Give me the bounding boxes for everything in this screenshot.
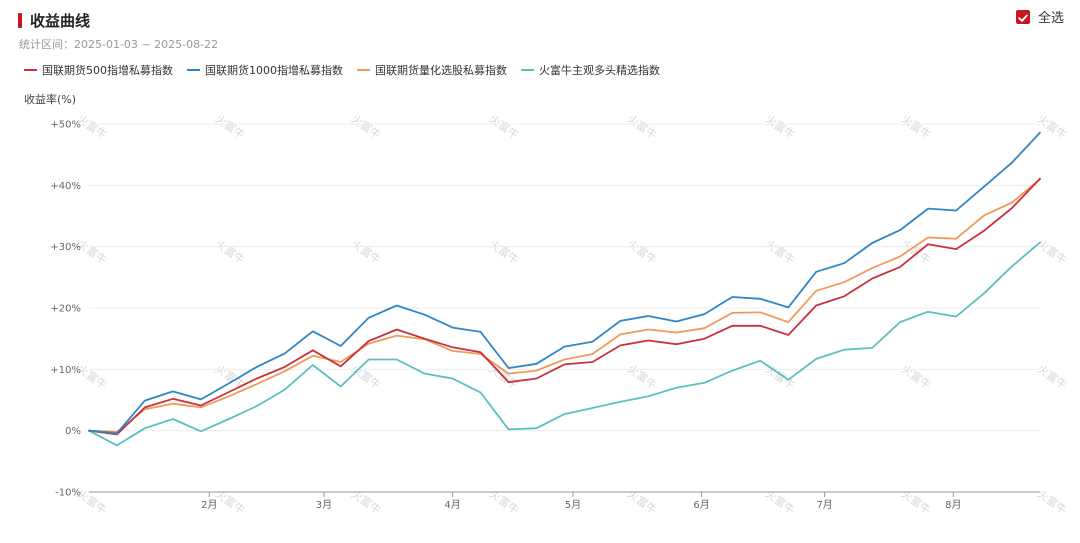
x-tick-label: 4月: [444, 499, 460, 511]
legend: 国联期货500指增私募指数 国联期货1000指增私募指数 国联期货量化选股私募指…: [24, 62, 674, 78]
x-tick-label: 7月: [816, 499, 832, 511]
watermark-text: 火富牛: [1035, 487, 1070, 517]
x-tick-label: 3月: [316, 499, 332, 511]
checkbox-checked-icon[interactable]: [1015, 9, 1030, 24]
legend-item-discretionary[interactable]: 火富牛主观多头精选指数: [521, 62, 660, 78]
watermark-text: 火富牛: [625, 487, 660, 517]
x-tick-label: 2月: [201, 499, 217, 511]
watermark-text: 火富牛: [899, 237, 934, 267]
legend-label: 国联期货500指增私募指数: [42, 64, 173, 77]
y-axis-label: 收益率(%): [24, 93, 77, 106]
watermark-text: 火富牛: [213, 362, 248, 392]
y-tick-label: +50%: [50, 120, 81, 131]
x-tick-label: 6月: [693, 499, 709, 511]
date-range: 统计区间：2025-01-03 ~ 2025-08-22: [19, 38, 219, 51]
series-line: [88, 177, 1041, 436]
watermark-text: 火富牛: [763, 112, 798, 142]
legend-item-quant[interactable]: 国联期货量化选股私募指数: [357, 62, 507, 78]
watermark-text: 火富牛: [899, 487, 934, 517]
legend-swatch: [357, 69, 370, 71]
watermark-text: 火富牛: [763, 237, 798, 267]
legend-swatch: [187, 69, 200, 71]
legend-item-1000[interactable]: 国联期货1000指增私募指数: [187, 62, 343, 78]
legend-swatch: [24, 69, 37, 71]
watermark-text: 火富牛: [487, 112, 522, 142]
legend-swatch: [521, 69, 534, 71]
y-tick-label: +20%: [50, 304, 81, 315]
watermark-text: 火富牛: [625, 112, 660, 142]
watermark-text: 火富牛: [349, 237, 384, 267]
watermark-text: 火富牛: [349, 487, 384, 517]
y-tick-label: -10%: [55, 488, 81, 499]
watermark-text: 火富牛: [349, 112, 384, 142]
series-line: [88, 131, 1041, 435]
chart-title: 收益曲线: [30, 12, 91, 30]
watermark-text: 火富牛: [1035, 362, 1070, 392]
x-tick-label: 8月: [945, 499, 961, 511]
y-tick-label: +30%: [50, 242, 81, 253]
select-all-toggle[interactable]: 全选: [1015, 7, 1064, 26]
legend-item-500[interactable]: 国联期货500指增私募指数: [24, 62, 173, 78]
watermark-text: 火富牛: [625, 237, 660, 267]
watermark-text: 火富牛: [899, 362, 934, 392]
y-tick-label: +10%: [50, 365, 81, 376]
select-all-label: 全选: [1037, 11, 1064, 26]
y-tick-label: 0%: [65, 426, 81, 437]
legend-label: 火富牛主观多头精选指数: [539, 64, 660, 77]
x-tick-label: 5月: [565, 499, 581, 511]
watermark-text: 火富牛: [1035, 237, 1070, 267]
legend-label: 国联期货1000指增私募指数: [205, 64, 343, 77]
y-tick-label: +40%: [50, 181, 81, 192]
watermark-text: 火富牛: [487, 487, 522, 517]
watermark-text: 火富牛: [213, 237, 248, 267]
watermark-text: 火富牛: [487, 237, 522, 267]
watermark-text: 火富牛: [899, 112, 934, 142]
title-accent-bar: [18, 13, 22, 28]
watermark-text: 火富牛: [763, 487, 798, 517]
watermark-text: 火富牛: [213, 112, 248, 142]
series-line: [88, 178, 1041, 433]
watermark-text: 火富牛: [349, 362, 384, 392]
chart-header: 收益曲线: [18, 10, 90, 31]
watermark-text: 火富牛: [1035, 112, 1070, 142]
watermark-text: 火富牛: [625, 362, 660, 392]
watermark-text: 火富牛: [213, 487, 248, 517]
legend-label: 国联期货量化选股私募指数: [375, 64, 507, 77]
series-line: [88, 241, 1041, 447]
